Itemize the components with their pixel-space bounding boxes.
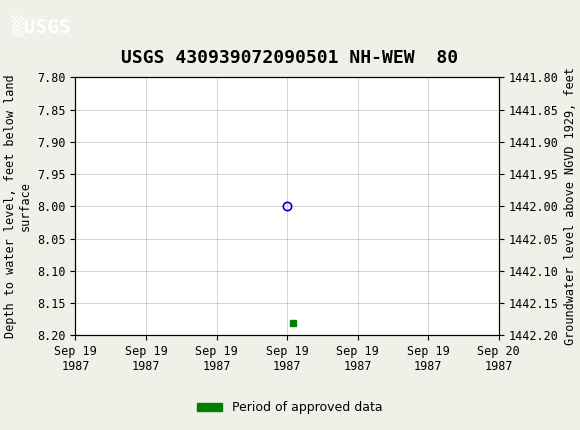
Y-axis label: Depth to water level, feet below land
surface: Depth to water level, feet below land su…: [3, 74, 32, 338]
Text: ▒USGS: ▒USGS: [12, 15, 70, 37]
Text: USGS 430939072090501 NH-WEW  80: USGS 430939072090501 NH-WEW 80: [121, 49, 459, 67]
Y-axis label: Groundwater level above NGVD 1929, feet: Groundwater level above NGVD 1929, feet: [564, 68, 577, 345]
Legend: Period of approved data: Period of approved data: [192, 396, 388, 419]
